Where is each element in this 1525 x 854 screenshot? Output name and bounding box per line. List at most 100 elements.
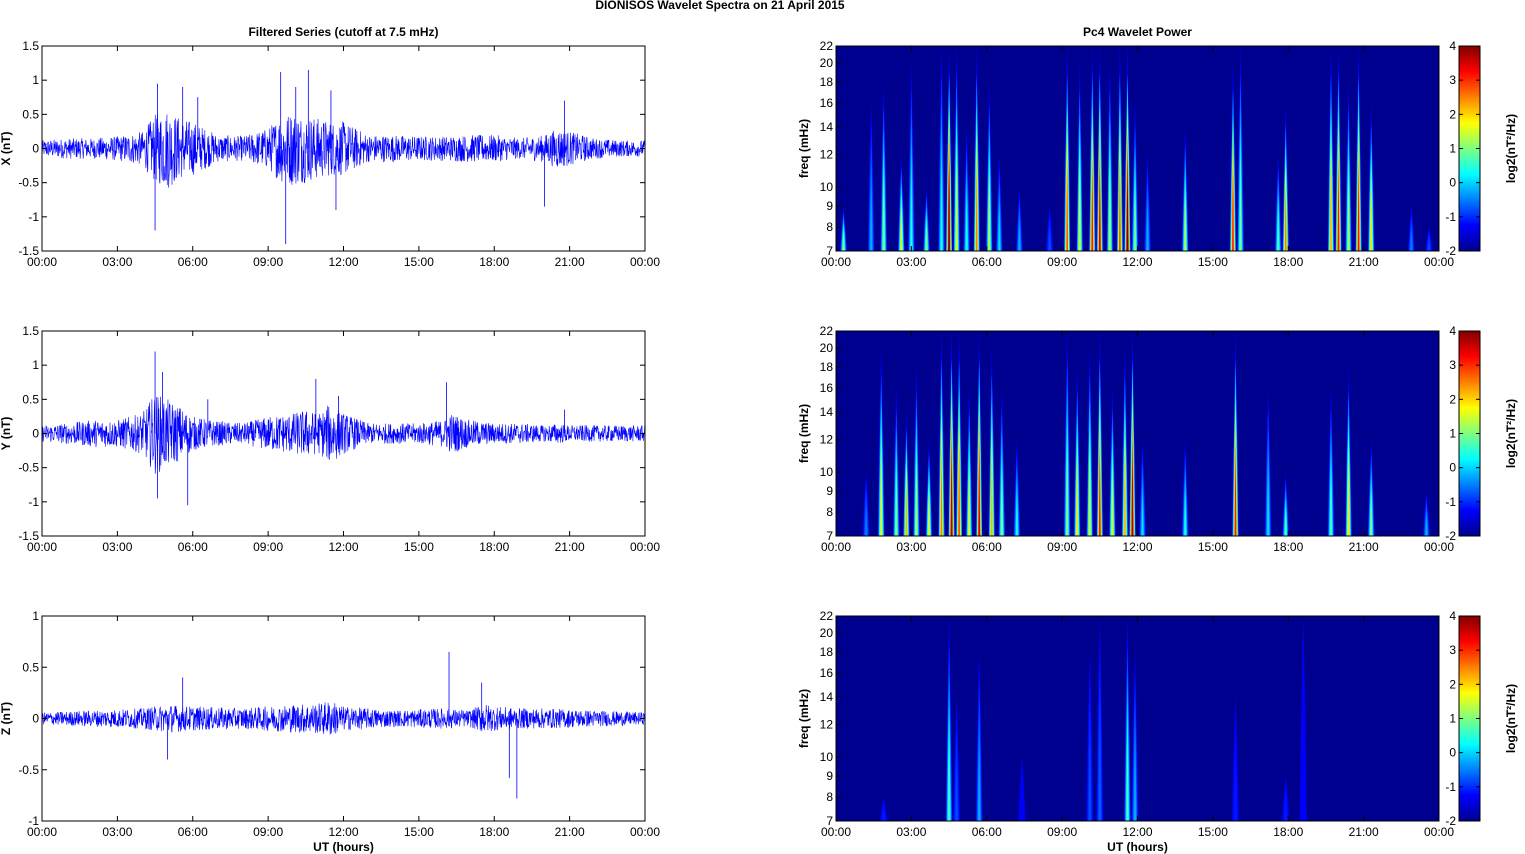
heatmap-background xyxy=(836,331,1439,536)
x-tick-label: 18:00 xyxy=(1273,255,1303,269)
power-burst xyxy=(1410,230,1413,251)
y-tick-label: -1 xyxy=(28,210,39,224)
power-burst xyxy=(895,469,898,536)
power-burst xyxy=(1048,230,1051,251)
y-tick-label: 14 xyxy=(820,405,834,419)
y-tick-label: 22 xyxy=(820,39,834,53)
y-tick-label: 20 xyxy=(820,341,834,355)
x-tick-label: 21:00 xyxy=(555,255,585,269)
power-burst xyxy=(968,469,970,536)
power-burst xyxy=(1001,469,1003,536)
power-burst xyxy=(1347,174,1350,251)
x-tick-label: 12:00 xyxy=(1122,825,1152,839)
panel-title: Filtered Series (cutoff at 7.5 mHz) xyxy=(248,25,438,39)
power-burst xyxy=(1184,195,1187,251)
power-burst xyxy=(988,174,991,251)
colorbar-tick-label: 3 xyxy=(1449,358,1456,372)
x-tick-label: 18:00 xyxy=(479,825,509,839)
power-burst xyxy=(1016,492,1018,536)
power-burst xyxy=(1098,158,1101,251)
power-burst xyxy=(882,174,885,251)
x-tick-label: 00:00 xyxy=(630,540,660,554)
power-burst xyxy=(1284,184,1287,251)
colorbar-tick-label: -2 xyxy=(1445,814,1456,828)
x-tick-label: 00:00 xyxy=(821,255,851,269)
y-tick-label: 9 xyxy=(826,769,833,783)
power-burst xyxy=(1347,459,1350,536)
y-tick-label: 20 xyxy=(820,56,834,70)
power-burst xyxy=(865,507,867,536)
power-burst xyxy=(1234,443,1237,536)
power-burst xyxy=(1021,792,1023,821)
y-tick-label: 0 xyxy=(32,427,39,441)
y-tick-label: 0 xyxy=(32,142,39,156)
power-burst xyxy=(928,492,930,536)
x-tick-label: 03:00 xyxy=(896,255,926,269)
power-burst xyxy=(870,184,872,251)
x-tick-label: 21:00 xyxy=(555,825,585,839)
power-burst xyxy=(1284,507,1287,536)
power-burst xyxy=(978,443,981,536)
x-tick-label: 09:00 xyxy=(1047,825,1077,839)
power-burst xyxy=(1428,240,1430,251)
colorbar-tick-label: 0 xyxy=(1449,461,1456,475)
power-burst xyxy=(1370,492,1372,536)
y-tick-label: 16 xyxy=(820,666,834,680)
y-tick-label: 1 xyxy=(32,609,39,623)
colorbar-tick-label: 1 xyxy=(1449,712,1456,726)
x-tick-label: 09:00 xyxy=(1047,540,1077,554)
colorbar-tick-label: 1 xyxy=(1449,142,1456,156)
y-tick-label: 9 xyxy=(826,199,833,213)
y-tick-label: 18 xyxy=(820,360,834,374)
power-burst xyxy=(1277,207,1280,251)
series-panel-x: -1.5 -1 -0.5 0 0.5 1 1.5 00:00 03:00 06:00 09:00 12… xyxy=(0,25,660,269)
y-tick-label: 0 xyxy=(32,712,39,726)
x-axis-label: UT (hours) xyxy=(313,840,374,854)
x-tick-label: 21:00 xyxy=(1349,255,1379,269)
x-tick-label: 03:00 xyxy=(896,825,926,839)
x-tick-label: 15:00 xyxy=(404,540,434,554)
power-burst xyxy=(975,158,978,251)
y-tick-label: -1 xyxy=(28,814,39,828)
x-tick-label: 00:00 xyxy=(821,825,851,839)
power-burst xyxy=(1126,728,1129,821)
y-tick-label: 1 xyxy=(32,358,39,372)
power-burst xyxy=(1234,765,1237,821)
y-axis-label: freq (mHz) xyxy=(797,119,811,178)
heatmap-cells xyxy=(862,331,1430,536)
power-burst xyxy=(1088,744,1091,821)
y-tick-label: 7 xyxy=(826,814,833,828)
power-burst xyxy=(1134,744,1136,821)
colorbar-tick-label: 3 xyxy=(1449,643,1456,657)
y-axis-label: freq (mHz) xyxy=(797,404,811,463)
y-tick-label: 10 xyxy=(820,750,834,764)
power-burst xyxy=(910,166,913,251)
y-tick-label: -0.5 xyxy=(18,176,39,190)
power-burst xyxy=(1119,158,1121,251)
x-tick-label: 00:00 xyxy=(27,825,57,839)
heatmap-cells xyxy=(840,46,1433,251)
x-tick-label: 00:00 xyxy=(630,825,660,839)
colorbar-tick-label: -1 xyxy=(1445,495,1456,509)
power-burst xyxy=(955,765,958,821)
colorbar-tick-label: 0 xyxy=(1449,746,1456,760)
x-tick-label: 00:00 xyxy=(1424,825,1454,839)
plot-area xyxy=(42,616,645,821)
y-tick-label: 9 xyxy=(826,484,833,498)
x-tick-label: 00:00 xyxy=(1424,255,1454,269)
y-tick-label: 0.5 xyxy=(22,107,39,121)
x-tick-label: 03:00 xyxy=(102,540,132,554)
power-burst xyxy=(1111,469,1114,536)
x-tick-label: 00:00 xyxy=(1424,540,1454,554)
power-burst xyxy=(1088,451,1091,536)
y-tick-label: 14 xyxy=(820,690,834,704)
power-burst xyxy=(1370,184,1372,251)
y-tick-label: 22 xyxy=(820,609,834,623)
power-burst xyxy=(1066,158,1068,251)
x-tick-label: 15:00 xyxy=(1198,540,1228,554)
power-burst xyxy=(1267,469,1269,536)
y-tick-label: 22 xyxy=(820,324,834,338)
y-axis-label: X (nT) xyxy=(0,132,13,166)
x-tick-label: 00:00 xyxy=(821,540,851,554)
